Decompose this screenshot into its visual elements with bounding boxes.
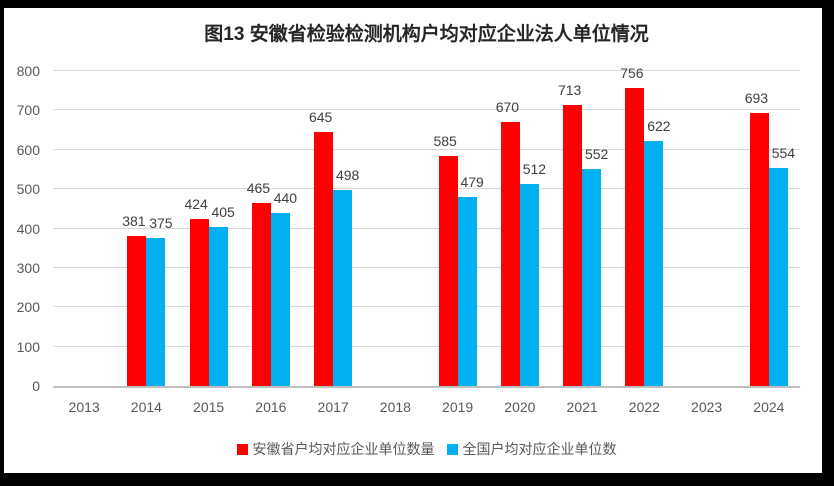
gridline xyxy=(53,109,800,111)
category-group: 670 512 xyxy=(489,71,551,386)
bar-series-0: 381 xyxy=(122,214,147,386)
x-axis-tick-label: 2024 xyxy=(753,399,785,415)
chart-canvas: 图13 安徽省检验检测机构户均对应企业法人单位情况 0 100 200 300 400 5… xyxy=(4,8,822,473)
bar-series-1: 554 xyxy=(768,146,795,386)
data-label: 552 xyxy=(584,145,609,162)
category-group: 713 552 xyxy=(551,71,613,386)
legend-label: 安徽省户均对应企业单位数量 xyxy=(252,441,435,457)
legend-item-series-1: 全国户均对应企业单位数 xyxy=(446,439,617,459)
gridline xyxy=(53,306,800,308)
category-group: 424 405 xyxy=(178,71,240,386)
x-axis-tick-label: 2015 xyxy=(193,399,225,415)
gridline xyxy=(53,70,800,71)
data-label: 713 xyxy=(557,82,582,99)
x-axis-tick-label: 2013 xyxy=(68,399,100,415)
bar-series-0: 713 xyxy=(558,83,583,386)
legend-item-series-0: 安徽省户均对应企业单位数量 xyxy=(236,439,435,459)
bar-series-0: 424 xyxy=(184,197,209,386)
data-label: 693 xyxy=(744,90,769,107)
bar-series-1: 622 xyxy=(644,119,671,386)
gridline xyxy=(53,266,800,268)
bar-series-0: 756 xyxy=(620,66,645,386)
y-axis-tick-label: 300 xyxy=(16,259,40,276)
data-label: 479 xyxy=(460,174,484,191)
bar-series-0: 670 xyxy=(496,100,520,386)
y-axis-tick-label: 500 xyxy=(16,181,40,198)
x-axis-tick-label: 2023 xyxy=(691,399,723,415)
y-axis-tick-label: 700 xyxy=(16,102,40,119)
bar-series-0: 645 xyxy=(309,110,334,386)
bar-series-1: 375 xyxy=(146,216,173,386)
x-axis-tick-label: 2020 xyxy=(504,399,536,415)
bar-series-0: 693 xyxy=(745,91,769,386)
gridline xyxy=(53,345,800,347)
x-axis-tick-label: 2017 xyxy=(317,399,349,415)
data-label: 645 xyxy=(308,109,333,126)
category-group xyxy=(364,71,426,386)
y-axis-tick-label: 0 xyxy=(32,378,40,394)
data-label: 381 xyxy=(122,212,146,229)
bar-series-0: 465 xyxy=(247,181,271,386)
category-group xyxy=(53,71,115,386)
category-group: 693 554 xyxy=(738,71,800,386)
category-group: 645 498 xyxy=(302,71,364,386)
gridline xyxy=(53,188,800,190)
data-label: 465 xyxy=(246,179,271,196)
data-label: 622 xyxy=(647,118,671,135)
bar-series-0: 585 xyxy=(433,134,458,386)
data-label: 424 xyxy=(184,196,208,213)
y-axis-tick-label: 600 xyxy=(16,141,40,158)
x-axis-tick-label: 2018 xyxy=(379,399,411,415)
gridline xyxy=(53,227,800,229)
bar-series-1: 405 xyxy=(208,205,235,386)
data-label: 670 xyxy=(495,99,520,116)
x-axis-tick-label: 2014 xyxy=(130,399,162,415)
x-axis-tick-label: 2019 xyxy=(442,399,474,415)
chart-title: 图13 安徽省检验检测机构户均对应企业法人单位情况 xyxy=(204,24,649,45)
category-group xyxy=(676,71,738,386)
category-group: 465 440 xyxy=(240,71,302,386)
data-label: 756 xyxy=(620,65,644,82)
bar-series-1: 479 xyxy=(457,175,484,386)
y-axis-tick-label: 400 xyxy=(16,220,40,237)
bar-series-1: 498 xyxy=(333,168,359,386)
data-label: 375 xyxy=(149,215,173,232)
x-axis-tick-label: 2016 xyxy=(255,399,287,415)
category-group: 756 622 xyxy=(613,66,675,386)
data-label: 440 xyxy=(273,189,298,206)
legend-swatch-icon xyxy=(446,443,458,455)
y-axis-tick-label: 200 xyxy=(16,299,40,316)
y-axis-tick-label: 800 xyxy=(16,63,40,79)
bar-series-1: 440 xyxy=(270,191,297,386)
category-group: 381 375 xyxy=(115,71,177,386)
x-axis-tick-label: 2022 xyxy=(628,399,660,415)
legend-label: 全国户均对应企业单位数 xyxy=(462,441,617,457)
x-axis: 2013 2014 2015 2016 2017 2018 2019 2020 2021 2022… xyxy=(53,399,800,415)
category-group: 585 479 xyxy=(427,71,489,386)
data-label: 498 xyxy=(335,166,360,183)
data-label: 585 xyxy=(433,132,457,149)
data-label: 554 xyxy=(771,144,796,161)
y-axis-tick-label: 100 xyxy=(16,338,40,355)
legend: 安徽省户均对应企业单位数量 全国户均对应企业单位数 xyxy=(53,439,800,459)
data-label: 405 xyxy=(211,203,235,220)
gridline xyxy=(53,148,800,150)
bar-series-1: 512 xyxy=(519,162,546,386)
bar-series-1: 552 xyxy=(582,147,608,386)
plot-area: 381 375 424 405 465 440 645 498 585 479 670 512 713 5… xyxy=(53,66,800,388)
y-axis: 0 100 200 300 400 500 600 700 800 xyxy=(4,64,44,393)
legend-swatch-icon xyxy=(236,443,248,455)
data-label: 512 xyxy=(522,161,547,178)
x-axis-tick-label: 2021 xyxy=(566,399,598,415)
